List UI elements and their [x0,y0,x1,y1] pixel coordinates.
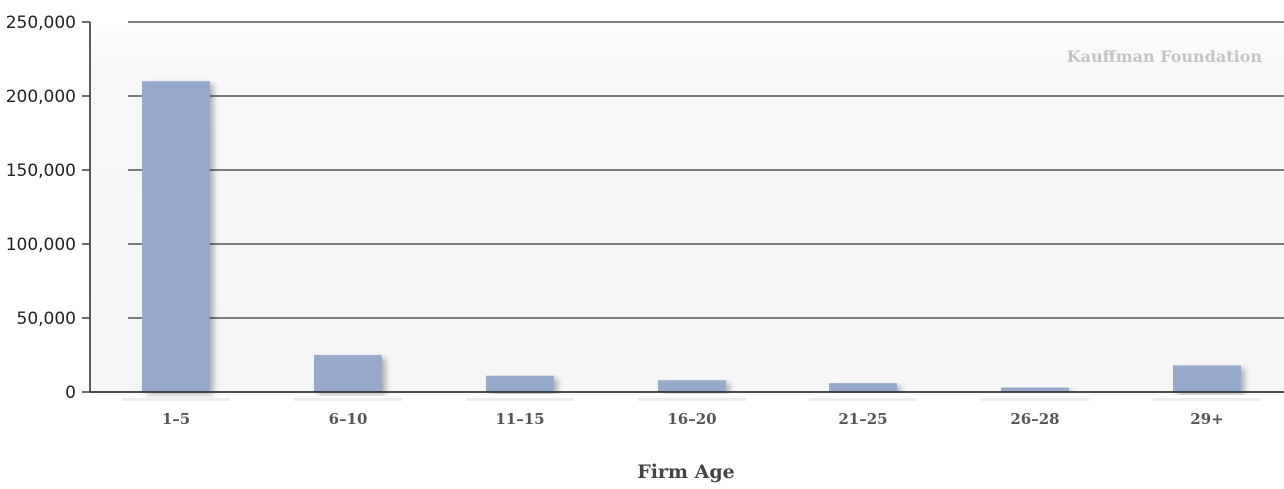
x-tick-band [466,398,574,401]
x-tick-label: 1–5 [162,410,190,428]
x-tick-band [1153,398,1261,401]
bars [142,81,1241,392]
x-tick-label: 6–10 [329,410,368,428]
y-tick-label: 150,000 [6,161,76,181]
x-tick-band [809,398,917,401]
bar-2 [314,355,382,392]
x-tick-band [638,398,746,401]
bar-7 [1173,365,1241,392]
bar-4 [658,380,726,392]
bar-5 [829,383,897,392]
y-tick-label: 0 [65,383,76,403]
x-tick-band [981,398,1089,401]
x-tick-label: 26–28 [1010,410,1059,428]
y-axis: 0 50,000 100,000 150,000 200,000 250,000 [6,13,91,403]
y-tick-label: 200,000 [6,87,76,107]
y-tick-label: 50,000 [17,309,76,329]
x-tick-label: 21–25 [838,410,887,428]
gridlines [128,21,1284,319]
bar-6 [1001,387,1069,392]
x-tick-band [122,398,230,401]
y-tick-label: 100,000 [6,235,76,255]
plot-background [90,22,1284,392]
x-axis: 1–5 6–10 11–15 16–20 21–25 26–28 29+ [90,391,1284,428]
bar-1 [142,81,210,392]
x-axis-label: Firm Age [637,461,735,483]
watermark-text: Kauffman Foundation [1067,47,1263,66]
x-tick-band [294,398,402,401]
x-tick-label: 11–15 [495,410,544,428]
x-tick-label: 29+ [1190,410,1223,428]
y-tick-label: 250,000 [6,13,76,33]
x-tick-label: 16–20 [667,410,716,428]
bar-3 [486,375,554,392]
